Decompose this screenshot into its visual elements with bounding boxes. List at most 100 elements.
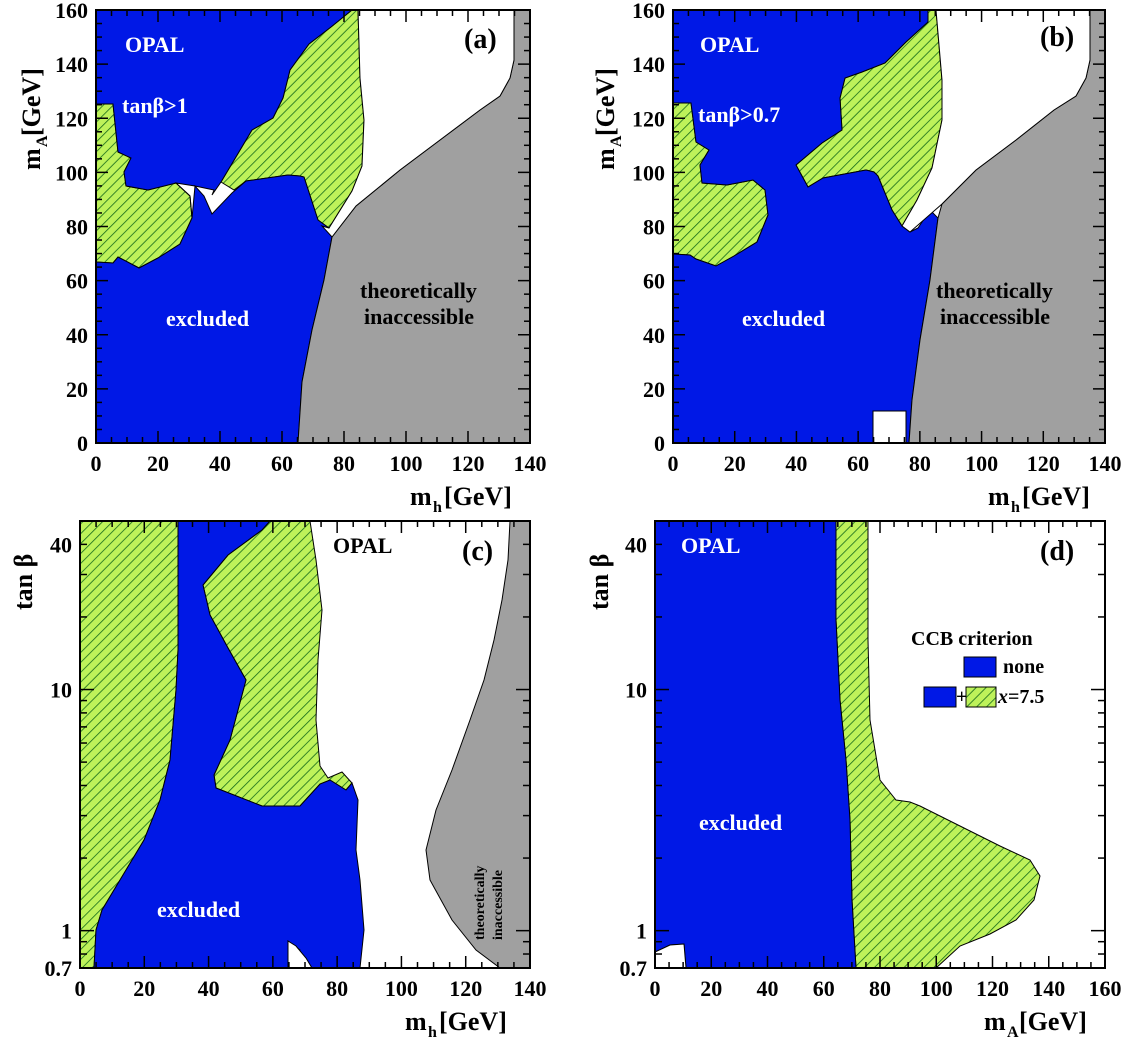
panel-a-tag: (a) bbox=[464, 24, 497, 55]
y-tick-label: 0 bbox=[654, 431, 665, 456]
y-tick-label: 0 bbox=[77, 431, 88, 456]
y-tick-label: 100 bbox=[55, 160, 88, 185]
y-tick-label: 160 bbox=[55, 0, 88, 23]
panel-b-ylabel: m A [GeV] bbox=[591, 68, 625, 170]
y-tick-label: 40 bbox=[50, 532, 72, 557]
panel-b-opal-label: OPAL bbox=[700, 32, 759, 57]
panel-b: 0 20 40 60 80 100 120 140020406080100120140160 … bbox=[591, 0, 1122, 516]
y-tick-label: 60 bbox=[643, 269, 665, 294]
panel-c-tag: (c) bbox=[462, 536, 493, 567]
panel-a-excluded-label: excluded bbox=[166, 306, 249, 331]
x-tick-label: 40 bbox=[785, 451, 807, 476]
x-tick-label: 80 bbox=[326, 976, 348, 1001]
panel-b-tag: (b) bbox=[1040, 22, 1074, 53]
panel-b-ylabel-unit: [GeV] bbox=[591, 68, 620, 136]
panel-d-ylabel: tan β bbox=[585, 554, 614, 610]
x-tick-label: 80 bbox=[909, 451, 931, 476]
x-tick-label: 80 bbox=[869, 976, 891, 1001]
panel-c: 0 20 40 60 80 100 120 140 0.7 1 10 40 OPAL excluded… bbox=[9, 520, 547, 1041]
panel-c-ylabel-main: tan β bbox=[9, 554, 38, 610]
y-tick-label: 10 bbox=[625, 678, 647, 703]
panel-c-xlabel-sub: h bbox=[428, 1024, 437, 1041]
legend-swatch-hatch bbox=[965, 686, 997, 708]
legend-label-x-rest: =7.5 bbox=[1008, 686, 1044, 708]
panel-b-theory-line1: theoretically bbox=[936, 278, 1053, 303]
panel-b-theory-line2: inaccessible bbox=[940, 304, 1050, 329]
panel-c-ticks: 0 20 40 60 80 100 120 140 0.7 1 10 40 bbox=[45, 520, 547, 1001]
panel-d-ticks: 0 20 40 60 80 100 120 140 160 0.7 1 10 40 bbox=[620, 520, 1122, 1001]
panel-d-excluded-label: excluded bbox=[699, 810, 782, 835]
panel-b-xlabel-unit: [GeV] bbox=[1022, 482, 1090, 511]
x-tick-label: 60 bbox=[847, 451, 869, 476]
y-tick-label: 1 bbox=[636, 919, 647, 944]
panel-b-excluded-main bbox=[673, 10, 939, 443]
panel-d-legend: CCB criterion none + x=7.5 bbox=[911, 628, 1044, 708]
panel-b-ylabel-main: m bbox=[591, 148, 620, 170]
panel-a-xlabel: m h [GeV] bbox=[410, 482, 512, 516]
panel-d-opal-label: OPAL bbox=[681, 533, 740, 558]
panel-a-allowed-white bbox=[320, 10, 515, 238]
panel-a: 0 20 40 60 80 100 120 140020406080100120140160 … bbox=[17, 0, 547, 516]
y-tick-label: 120 bbox=[632, 106, 665, 131]
y-tick-label: 0.7 bbox=[45, 956, 73, 981]
x-tick-label: 140 bbox=[514, 451, 547, 476]
x-tick-label: 40 bbox=[209, 451, 231, 476]
panel-c-xlabel-unit: [GeV] bbox=[439, 1007, 507, 1036]
panel-a-ylabel-main: m bbox=[17, 148, 46, 170]
panel-c-theory-rot: theoretically inaccessible bbox=[473, 866, 506, 940]
panel-d: 0 20 40 60 80 100 120 140 160 0.7 1 10 40 OPAL exclu… bbox=[585, 520, 1122, 1041]
legend-title: CCB criterion bbox=[911, 628, 1033, 650]
panel-c-excluded-main bbox=[93, 521, 365, 968]
panel-d-ylabel-main: tan β bbox=[585, 554, 614, 610]
panel-d-xlabel-unit: [GeV] bbox=[1019, 1007, 1087, 1036]
legend-label-none: none bbox=[1003, 656, 1044, 678]
x-tick-label: 60 bbox=[262, 976, 284, 1001]
y-tick-label: 40 bbox=[625, 532, 647, 557]
panel-a-excluded-main bbox=[96, 10, 353, 443]
panel-a-xlabel-main: m bbox=[410, 482, 432, 511]
panel-b-xlabel-sub: h bbox=[1011, 499, 1020, 516]
x-tick-label: 120 bbox=[449, 976, 482, 1001]
x-tick-label: 100 bbox=[965, 451, 998, 476]
x-tick-label: 20 bbox=[700, 976, 722, 1001]
panel-b-xlabel-main: m bbox=[988, 482, 1010, 511]
x-tick-label: 20 bbox=[724, 451, 746, 476]
x-tick-label: 20 bbox=[147, 451, 169, 476]
x-tick-label: 0 bbox=[91, 451, 102, 476]
panel-d-tag: (d) bbox=[1040, 536, 1074, 567]
x-tick-label: 60 bbox=[271, 451, 293, 476]
panel-b-xlabel: m h [GeV] bbox=[988, 482, 1090, 516]
panel-c-theory-gray bbox=[425, 521, 530, 968]
panel-a-ylabel-sub: A bbox=[34, 135, 51, 147]
x-tick-label: 100 bbox=[920, 976, 953, 1001]
panel-a-xlabel-unit: [GeV] bbox=[444, 482, 512, 511]
legend-label-x: x=7.5 bbox=[997, 686, 1044, 708]
y-tick-label: 20 bbox=[66, 377, 88, 402]
x-tick-label: 0 bbox=[650, 976, 661, 1001]
y-tick-label: 40 bbox=[66, 323, 88, 348]
y-tick-label: 80 bbox=[66, 215, 88, 240]
y-tick-label: 140 bbox=[632, 52, 665, 77]
y-tick-label: 160 bbox=[632, 0, 665, 23]
x-tick-label: 0 bbox=[668, 451, 679, 476]
y-tick-label: 40 bbox=[643, 323, 665, 348]
panel-a-xlabel-sub: h bbox=[433, 499, 442, 516]
y-tick-label: 0.7 bbox=[620, 956, 648, 981]
x-tick-label: 120 bbox=[976, 976, 1009, 1001]
x-tick-label: 40 bbox=[198, 976, 220, 1001]
panel-b-allowed-white bbox=[901, 10, 1091, 233]
x-tick-label: 60 bbox=[813, 976, 835, 1001]
panel-d-white-notch bbox=[655, 943, 687, 968]
panel-c-xlabel-main: m bbox=[405, 1007, 427, 1036]
x-tick-label: 100 bbox=[385, 976, 418, 1001]
y-tick-label: 100 bbox=[632, 160, 665, 185]
x-tick-label: 140 bbox=[1089, 451, 1122, 476]
y-tick-label: 1 bbox=[61, 919, 72, 944]
x-tick-label: 160 bbox=[1089, 976, 1122, 1001]
panel-a-theory-line2: inaccessible bbox=[364, 304, 474, 329]
panel-a-opal-label: OPAL bbox=[125, 32, 184, 57]
panel-d-xlabel: m A [GeV] bbox=[984, 1007, 1087, 1041]
x-tick-label: 140 bbox=[1032, 976, 1065, 1001]
panel-b-condition-label: tanβ>0.7 bbox=[698, 102, 780, 127]
y-tick-label: 20 bbox=[643, 377, 665, 402]
